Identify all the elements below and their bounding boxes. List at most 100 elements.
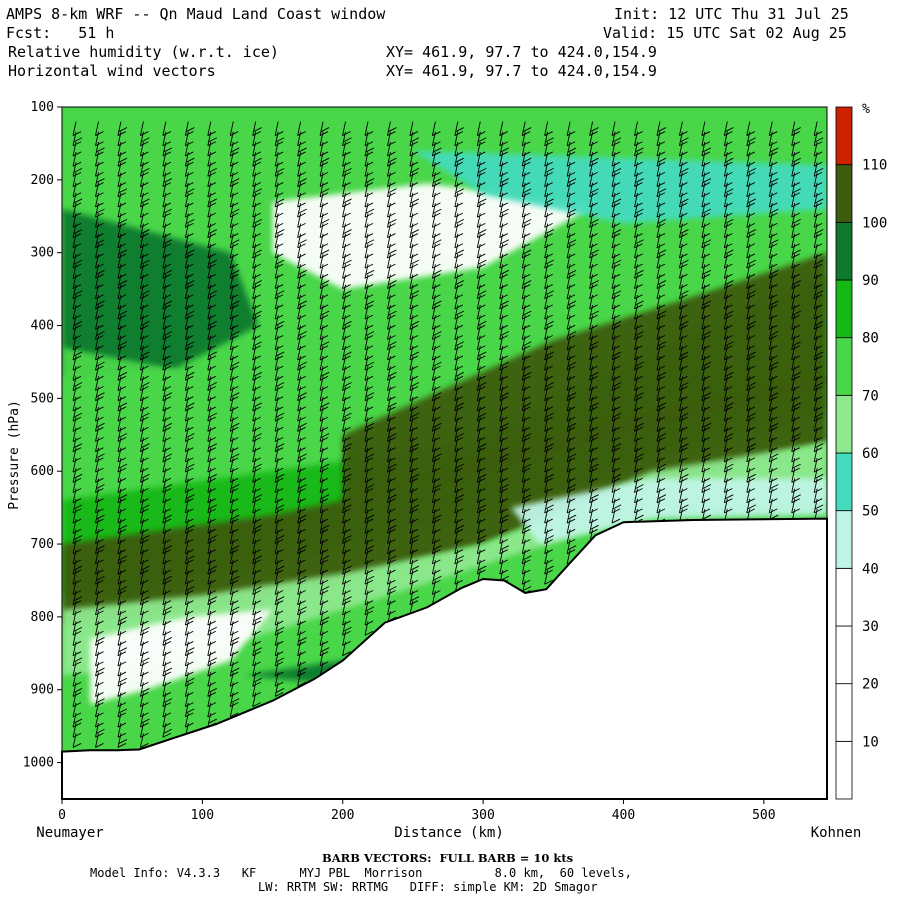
wind-barb	[274, 458, 284, 473]
wind-barb	[72, 325, 82, 340]
wind-barb	[72, 498, 83, 514]
wind-barb	[544, 203, 553, 218]
colorbar-level-label: 80	[862, 331, 879, 347]
wind-barb	[499, 488, 508, 504]
wind-barb	[476, 121, 486, 136]
wind-barb	[611, 131, 622, 147]
wind-barb	[656, 305, 667, 320]
wind-barb	[342, 335, 351, 351]
wind-barb	[95, 356, 105, 371]
wind-barb	[499, 284, 508, 300]
wind-barb	[499, 233, 509, 249]
wind-barb	[95, 417, 105, 432]
wind-barb	[701, 325, 712, 340]
wind-barb	[499, 396, 508, 412]
wind-barb	[476, 131, 487, 147]
wind-barb	[409, 570, 419, 585]
wind-barb	[813, 305, 823, 320]
wind-barb	[319, 254, 329, 269]
wind-barb	[701, 447, 712, 463]
wind-barb	[207, 580, 216, 595]
wind-barb	[746, 162, 756, 177]
wind-barb	[139, 641, 149, 657]
wind-barb	[431, 529, 441, 544]
wind-barb	[72, 559, 83, 575]
wind-barb	[229, 580, 239, 595]
wind-barb	[476, 325, 486, 340]
wind-barb	[701, 356, 712, 371]
wind-barb	[274, 519, 284, 534]
wind-barb	[678, 427, 688, 442]
wind-barb	[634, 468, 643, 483]
wind-barb	[342, 488, 351, 504]
wind-barb	[252, 447, 261, 463]
wind-barb	[139, 264, 149, 279]
wind-barb	[521, 539, 531, 555]
wind-barb	[297, 223, 306, 238]
wind-barb	[319, 621, 329, 636]
wind-barb	[342, 427, 351, 442]
wind-barb	[566, 325, 577, 340]
wind-barb	[95, 305, 104, 320]
wind-barb	[678, 366, 688, 381]
wind-barb	[634, 488, 643, 504]
wind-barb	[364, 294, 375, 310]
wind-barb	[72, 284, 83, 300]
wind-barb	[454, 131, 464, 147]
wind-barb	[117, 192, 127, 208]
wind-barb	[184, 529, 194, 544]
wind-barb	[611, 294, 621, 310]
wind-barb	[566, 162, 576, 177]
wind-barb	[611, 498, 622, 514]
wind-barb	[768, 376, 778, 391]
wind-barb	[162, 376, 172, 391]
wind-barb	[387, 121, 397, 136]
wind-barb	[139, 610, 149, 626]
wind-barb	[162, 488, 172, 504]
wind-barb	[611, 182, 621, 198]
wind-barb	[611, 427, 621, 442]
wind-barb	[723, 407, 733, 422]
wind-barb	[768, 131, 778, 147]
wind-barb	[589, 437, 598, 453]
wind-barb	[656, 498, 666, 514]
wind-barb	[701, 152, 711, 167]
wind-barb	[274, 376, 285, 391]
wind-barb	[274, 570, 284, 585]
wind-barb	[454, 162, 464, 177]
wind-barb	[229, 254, 239, 269]
wind-barb	[139, 376, 150, 391]
wind-barb	[768, 305, 778, 320]
wind-barb	[117, 335, 128, 351]
wind-barb	[139, 233, 149, 249]
wind-barb	[207, 692, 216, 708]
wind-barb	[431, 417, 442, 432]
wind-barb	[813, 233, 823, 249]
wind-barb	[274, 315, 285, 330]
wind-barb	[476, 539, 486, 555]
wind-barb	[274, 345, 285, 361]
wind-barb	[454, 539, 464, 555]
wind-barb	[476, 274, 486, 289]
wind-barb	[566, 407, 576, 422]
wind-barb	[297, 294, 307, 310]
wind-barb	[521, 141, 531, 157]
wind-barb	[387, 417, 396, 432]
wind-barb	[274, 386, 284, 402]
wind-barb	[589, 294, 598, 310]
wind-barb	[274, 284, 285, 300]
wind-barb	[431, 192, 441, 208]
wind-barb	[229, 203, 240, 218]
wind-barb	[544, 162, 554, 177]
wind-barb	[611, 305, 621, 320]
wind-barb	[454, 223, 464, 238]
wind-barb	[95, 284, 104, 300]
wind-barb	[252, 182, 262, 198]
wind-barb	[768, 356, 779, 371]
wind-barb	[566, 172, 577, 187]
wind-barb	[454, 447, 464, 463]
wind-barb	[544, 182, 553, 198]
wind-barb	[611, 213, 621, 228]
wind-barb	[139, 417, 149, 432]
wind-barb	[746, 172, 755, 187]
